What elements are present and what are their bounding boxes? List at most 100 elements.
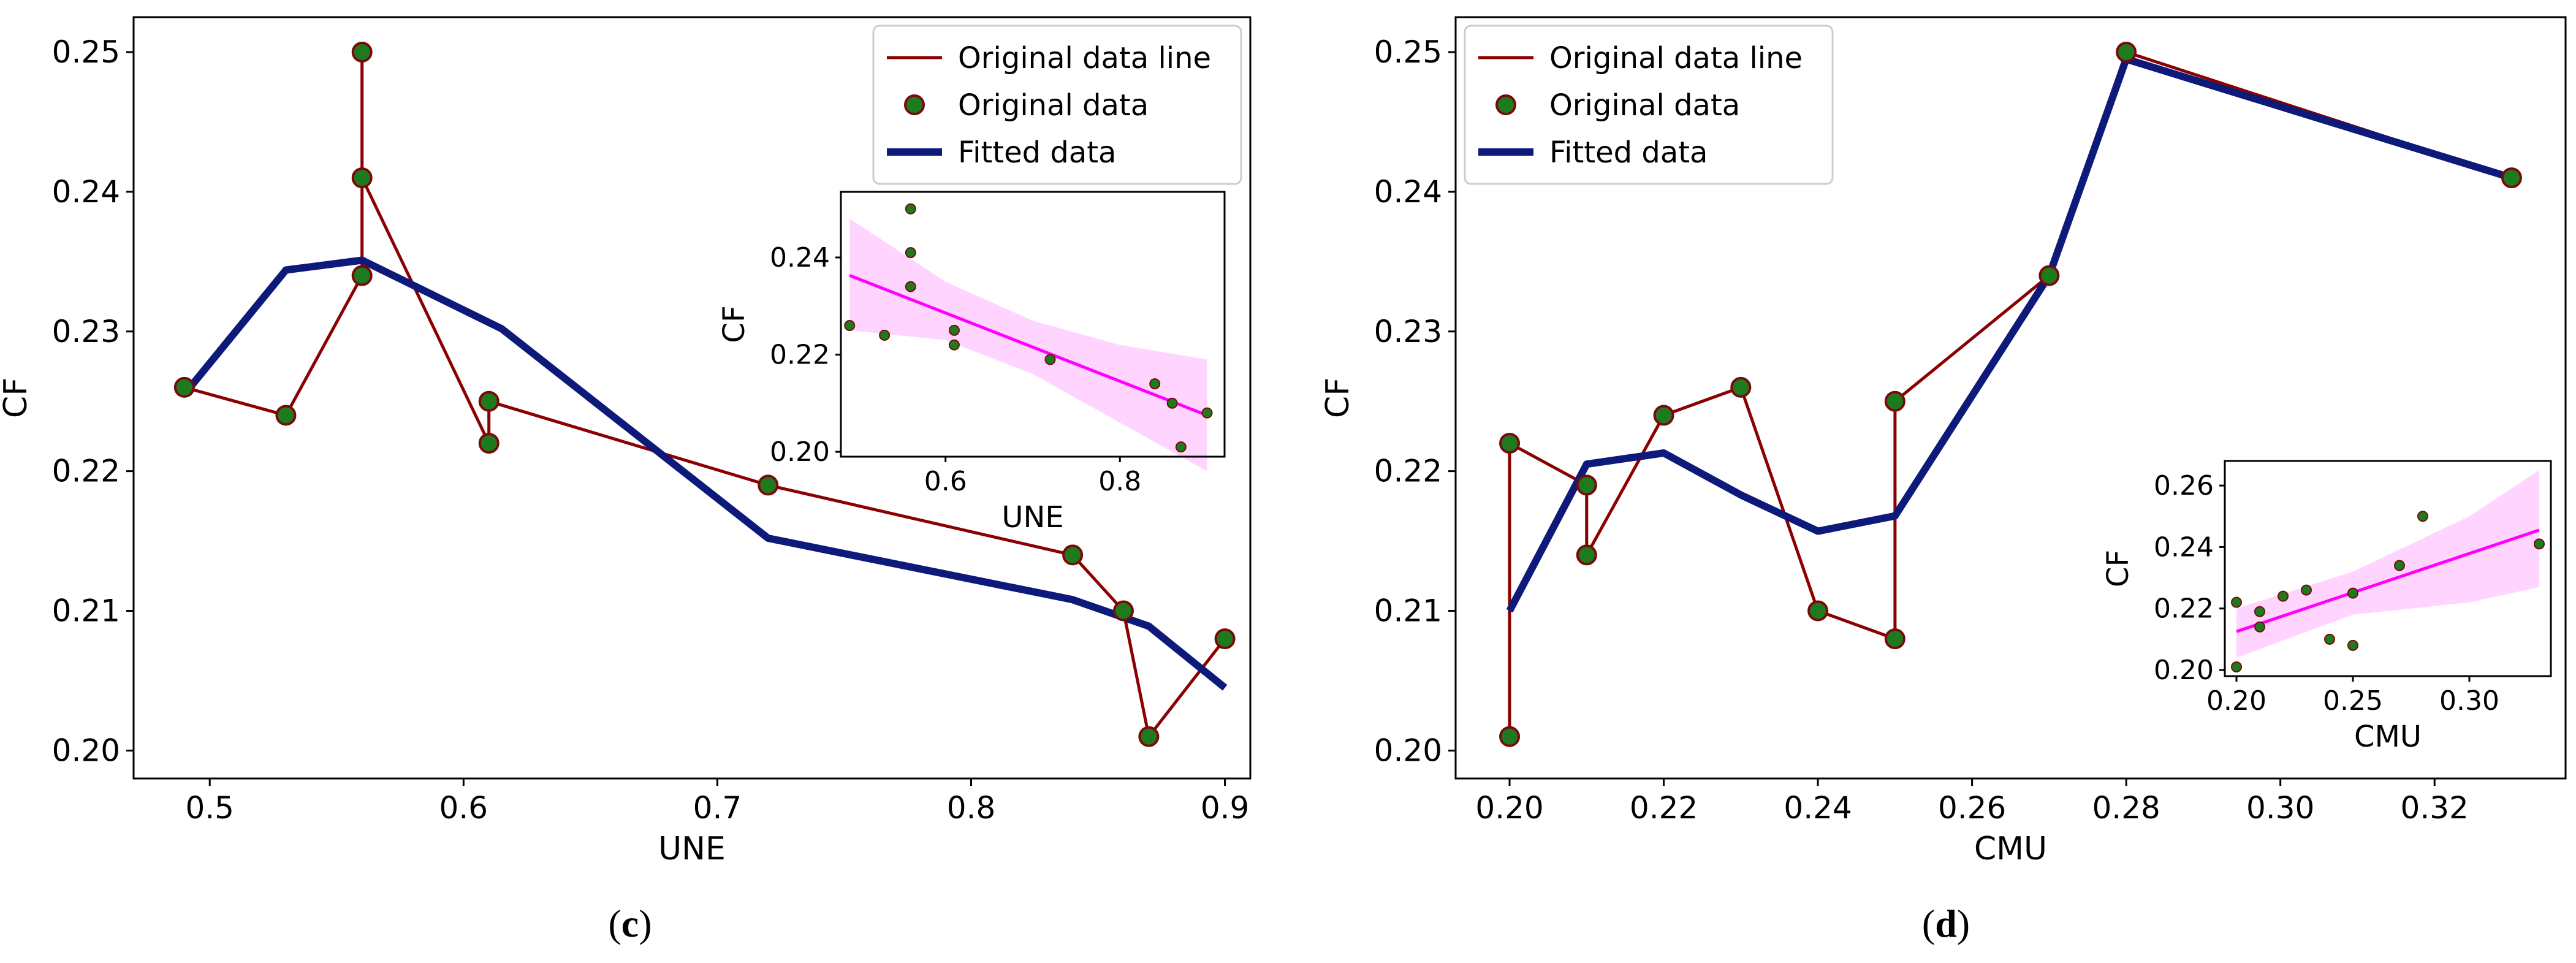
original-data-point (1138, 726, 1160, 747)
original-data-point (2038, 265, 2060, 286)
panel-label: (d) (1922, 902, 1970, 945)
x-tick-label: 0.20 (1475, 790, 1543, 826)
y-tick-label: 0.23 (52, 314, 120, 349)
y-tick-label: 0.22 (1374, 454, 1442, 489)
inset-y-tick-label: 0.20 (770, 436, 830, 468)
inset-data-point (879, 329, 891, 341)
original-data-point (1576, 544, 1597, 566)
y-tick-label: 0.25 (52, 34, 120, 70)
inset-data-point (2347, 587, 2358, 599)
original-data-point (173, 376, 195, 398)
legend-label-original-line: Original data line (958, 41, 1211, 75)
inset-x-axis-label: CMU (2354, 720, 2422, 754)
inset-data-point (2394, 560, 2405, 571)
inset-confidence-band (2236, 470, 2539, 658)
inset-data-point (1044, 354, 1056, 365)
original-data-point (1576, 474, 1597, 496)
inset-x-tick-label: 0.25 (2323, 685, 2383, 717)
original-data-point (1214, 628, 1236, 650)
fitted-data-line (181, 256, 1228, 691)
panel-label-letter: d (1935, 902, 1957, 945)
original-data-point (2501, 167, 2522, 189)
panel-label-open-paren: ( (1922, 902, 1935, 945)
legend-label-original-data: Original data (1549, 88, 1740, 123)
x-tick-label: 0.30 (2246, 790, 2314, 826)
original-data-point (351, 167, 373, 189)
inset-data-point (1175, 441, 1187, 453)
y-tick-label: 0.20 (52, 733, 120, 768)
inset-y-tick-label: 0.24 (770, 242, 830, 273)
inset-data-point (2231, 661, 2242, 672)
x-tick-label: 0.6 (439, 790, 488, 826)
panel-label-open-paren: ( (608, 902, 621, 945)
x-tick-label: 0.7 (693, 790, 742, 826)
y-tick-label: 0.21 (1374, 593, 1442, 629)
inset-x-tick-label: 0.20 (2206, 685, 2266, 717)
y-axis-label: CF (1320, 378, 1356, 418)
original-data-point (351, 41, 373, 63)
panel-label: (c) (608, 902, 652, 945)
inset-y-tick-label: 0.24 (2154, 531, 2214, 563)
inset-frame (2224, 460, 2552, 677)
inset-data-point (1201, 407, 1213, 419)
inset-regression-line (2236, 528, 2540, 633)
x-axis-label: CMU (1974, 831, 2047, 867)
panel-d: 0.20 0.22 0.24 0.26 0.28 0.30 0.32 0.20 0.21 0.22… (1320, 16, 2567, 945)
inset-data-point (905, 281, 916, 292)
y-tick-label: 0.24 (52, 174, 120, 210)
legend: Original data line Original data Fitted da… (872, 25, 1242, 185)
original-data-point (478, 390, 500, 412)
legend-label-fitted: Fitted data (1549, 135, 1708, 170)
x-axis-label: UNE (658, 831, 726, 867)
panel-label-close-paren: ) (639, 902, 652, 945)
y-axis-label: CF (0, 378, 34, 418)
original-data-point (275, 405, 297, 426)
inset-data-point (2231, 596, 2242, 608)
legend-box (872, 25, 1242, 185)
legend-swatch-original-data (904, 94, 925, 115)
plot-frame (1454, 16, 2567, 780)
plot-frame (132, 16, 1252, 780)
x-tick-label: 0.9 (1201, 790, 1250, 826)
inset-data-point (1149, 378, 1161, 390)
original-data-point (478, 433, 500, 454)
inset-data-point (2417, 511, 2428, 522)
inset-x-tick-label: 0.8 (1098, 466, 1141, 497)
inset-x-tick-label: 0.30 (2439, 685, 2499, 717)
legend-label-original-line: Original data line (1549, 41, 1803, 75)
original-data-point (758, 474, 779, 496)
original-data-point (1499, 726, 1521, 747)
fitted-data-line (1506, 55, 2513, 613)
y-tick-label: 0.22 (52, 454, 120, 489)
inset-frame (840, 191, 1226, 458)
inset-y-tick-label: 0.20 (2154, 655, 2214, 686)
x-tick-label: 0.5 (185, 790, 234, 826)
original-data-line (184, 50, 1226, 739)
legend-box (1464, 25, 1834, 185)
inset-data-point (948, 324, 960, 336)
inset-data-point (948, 339, 960, 351)
original-data-point (1062, 544, 1084, 566)
x-tick-label: 0.26 (1938, 790, 2006, 826)
original-data-point (1730, 376, 1752, 398)
original-data-point (1884, 390, 1905, 412)
original-data-point (1112, 600, 1134, 622)
y-tick-label: 0.21 (52, 593, 120, 629)
inset-data-point (1166, 397, 1178, 409)
inset-data-point (905, 247, 916, 259)
inset-data-point (2254, 621, 2265, 633)
inset-x-axis-label: UNE (1001, 500, 1063, 535)
original-data-point (2116, 41, 2137, 63)
y-tick-label: 0.24 (1374, 174, 1442, 210)
panel-c: 0.5 0.6 0.7 0.8 0.9 0.20 0.21 0.22 0.23 0.24 0.25 U… (0, 16, 1252, 945)
inset-data-point (2254, 606, 2265, 617)
inset-data-point (844, 319, 856, 331)
inset-data-point (2534, 538, 2545, 550)
legend-label-original-data: Original data (958, 88, 1149, 123)
inset-y-tick-label: 0.26 (2154, 470, 2214, 501)
original-data-point (351, 265, 373, 286)
inset-data-point (2324, 633, 2335, 645)
inset-y-axis-label: CF (2101, 550, 2135, 587)
x-tick-label: 0.22 (1630, 790, 1698, 826)
